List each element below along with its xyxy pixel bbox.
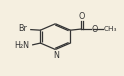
Text: CH₃: CH₃ [104, 26, 117, 32]
Text: H₂N: H₂N [14, 41, 29, 50]
Text: N: N [53, 51, 59, 60]
Text: O: O [79, 12, 85, 21]
Text: O: O [92, 25, 98, 34]
Text: Br: Br [18, 24, 27, 33]
